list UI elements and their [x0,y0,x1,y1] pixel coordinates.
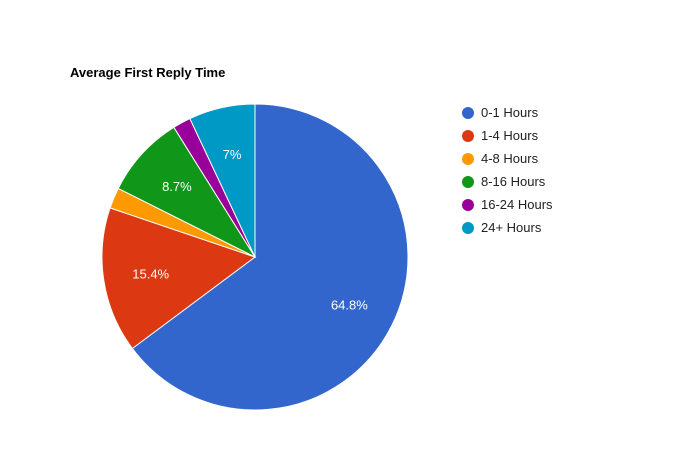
legend-swatch [462,175,474,188]
legend-swatch [462,221,474,234]
pie-slice-0-1-hours[interactable] [131,103,409,411]
legend-label: 4-8 Hours [481,151,539,166]
legend-label: 8-16 Hours [481,174,546,189]
legend-item-24plus-hours[interactable]: 24+ Hours [462,216,553,239]
chart-legend: 0-1 Hours 1-4 Hours 4-8 Hours 8-16 Hours 16-… [462,101,553,239]
pie-slice-24plus-hours[interactable] [189,103,256,258]
legend-item-1-4-hours[interactable]: 1-4 Hours [462,124,553,147]
legend-swatch [462,198,474,211]
slice-label-0-1-hours: 64.8% [331,297,368,312]
legend-item-8-16-hours[interactable]: 8-16 Hours [462,170,553,193]
legend-label: 0-1 Hours [481,105,539,120]
slice-label-8-16-hours: 8.7% [162,179,192,194]
legend-item-16-24-hours[interactable]: 16-24 Hours [462,193,553,216]
slice-label-1-4-hours: 15.4% [132,267,169,282]
legend-label: 24+ Hours [481,220,542,235]
chart-title: Average First Reply Time [70,65,226,80]
legend-item-4-8-hours[interactable]: 4-8 Hours [462,147,553,170]
pie-slice-1-4-hours[interactable] [101,207,257,350]
legend-swatch [462,152,474,165]
legend-label: 16-24 Hours [481,197,553,212]
legend-swatch [462,129,474,142]
legend-swatch [462,106,474,119]
pie-slice-8-16-hours[interactable] [117,126,257,259]
slice-label-24plus-hours: 7% [223,147,242,162]
legend-item-0-1-hours[interactable]: 0-1 Hours [462,101,553,124]
legend-label: 1-4 Hours [481,128,539,143]
